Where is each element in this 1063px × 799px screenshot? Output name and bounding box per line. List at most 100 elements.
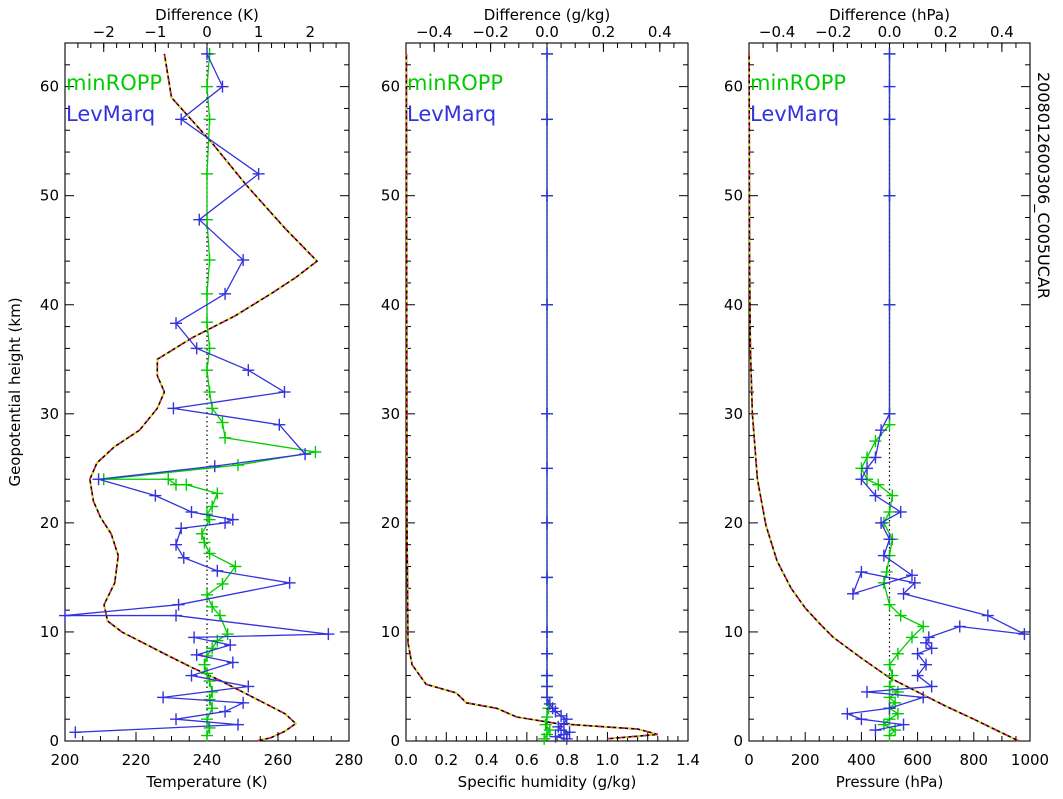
data-point [195, 527, 208, 540]
y-tick-label: 50 [40, 187, 59, 205]
data-point [201, 167, 213, 180]
profile-line-yellow [405, 53, 658, 740]
profile-line-red [748, 53, 1020, 742]
data-point [219, 287, 232, 300]
data-point [201, 729, 213, 742]
data-point [549, 730, 562, 743]
x-tick-label: 1.0 [595, 751, 619, 769]
data-point [883, 729, 896, 742]
data-point [1018, 628, 1031, 641]
data-point [229, 560, 242, 573]
data-point [177, 551, 190, 564]
data-point [883, 47, 896, 60]
data-point [883, 598, 896, 611]
data-point [175, 522, 188, 535]
data-point [925, 680, 938, 693]
x2-tick-label: −1 [144, 23, 166, 41]
series-line [847, 53, 1025, 731]
data-point [861, 685, 874, 698]
data-point [911, 647, 924, 660]
data-point [855, 473, 868, 486]
data-point [872, 478, 885, 491]
data-point [203, 342, 216, 355]
data-point [203, 254, 216, 267]
data-point [203, 693, 216, 706]
y-tick-label: 40 [381, 296, 400, 314]
data-point [188, 631, 201, 644]
y-tick-label: 30 [40, 405, 59, 423]
x2-tick-label: −0.2 [815, 23, 851, 41]
data-point [172, 598, 185, 611]
panel-pressure: 0 200 400 600 800 1000 −0.4 −0.2 0.0 0.2 0.4 0 10 20 3… [724, 6, 1049, 791]
x-tick-label: 0.2 [434, 751, 458, 769]
data-point [897, 718, 910, 731]
data-point [237, 254, 250, 267]
data-point [539, 718, 552, 731]
data-point [541, 691, 553, 704]
y-tick-label: 10 [724, 623, 743, 641]
x2-axis-label: Difference (g/kg) [484, 6, 611, 24]
data-point [883, 298, 896, 311]
data-point [922, 631, 935, 644]
x-tick-label: 0.6 [515, 751, 539, 769]
data-point [185, 505, 198, 518]
profile-line-yellow [748, 53, 1020, 742]
data-point [541, 298, 553, 311]
data-point [541, 407, 553, 420]
x-tick-label: 1.2 [636, 751, 660, 769]
data-point [563, 726, 576, 739]
data-point [201, 47, 213, 60]
data-point [883, 505, 896, 518]
data-point [541, 189, 553, 202]
data-point [560, 713, 573, 726]
x2-tick-label: −0.2 [472, 23, 508, 41]
data-point [170, 713, 183, 726]
data-point [869, 724, 882, 737]
data-point [206, 500, 219, 513]
data-point [905, 631, 918, 644]
data-point [157, 691, 170, 704]
data-point [206, 402, 219, 415]
data-point [891, 685, 904, 698]
data-point [193, 213, 206, 226]
y-tick-label: 0 [733, 732, 743, 750]
data-point [886, 669, 899, 682]
data-point [883, 113, 896, 126]
x-tick-label: 400 [847, 751, 876, 769]
data-point [278, 386, 291, 398]
data-point [170, 538, 183, 551]
y-tick-label: 10 [381, 623, 400, 641]
data-point [883, 533, 896, 546]
data-point [231, 459, 244, 472]
data-point [167, 402, 180, 415]
data-point [203, 113, 216, 126]
data-point [206, 702, 219, 715]
data-point [953, 620, 966, 633]
data-point [216, 577, 229, 590]
data-point [242, 364, 255, 377]
legend-levmarq: LevMarq [66, 102, 155, 126]
case-id-label: 2008012600306_C005UCAR [1033, 72, 1057, 372]
series-LevMarq [841, 47, 1031, 737]
x2-tick-label: 0.0 [878, 23, 902, 41]
profile-line-yellow [89, 53, 319, 742]
y-tick-label: 20 [40, 514, 59, 532]
x-axis-label: Specific humidity (g/kg) [458, 773, 637, 791]
series-LevMarq [541, 47, 576, 745]
data-point [543, 697, 556, 710]
legend-minropp: minROPP [750, 71, 846, 95]
data-point [846, 587, 859, 600]
data-point [549, 705, 562, 718]
data-point [221, 628, 234, 641]
x2-axis-label: Difference (hPa) [829, 6, 950, 24]
data-point [555, 724, 568, 737]
x-tick-label: 260 [264, 751, 293, 769]
data-point [219, 705, 232, 718]
data-point [203, 721, 216, 734]
data-point [541, 462, 553, 475]
data-point [175, 113, 188, 126]
x-axis-label: Pressure (hPa) [836, 773, 944, 791]
data-point [541, 571, 553, 584]
x-tick-label: 200 [51, 751, 80, 769]
data-point [861, 462, 874, 475]
